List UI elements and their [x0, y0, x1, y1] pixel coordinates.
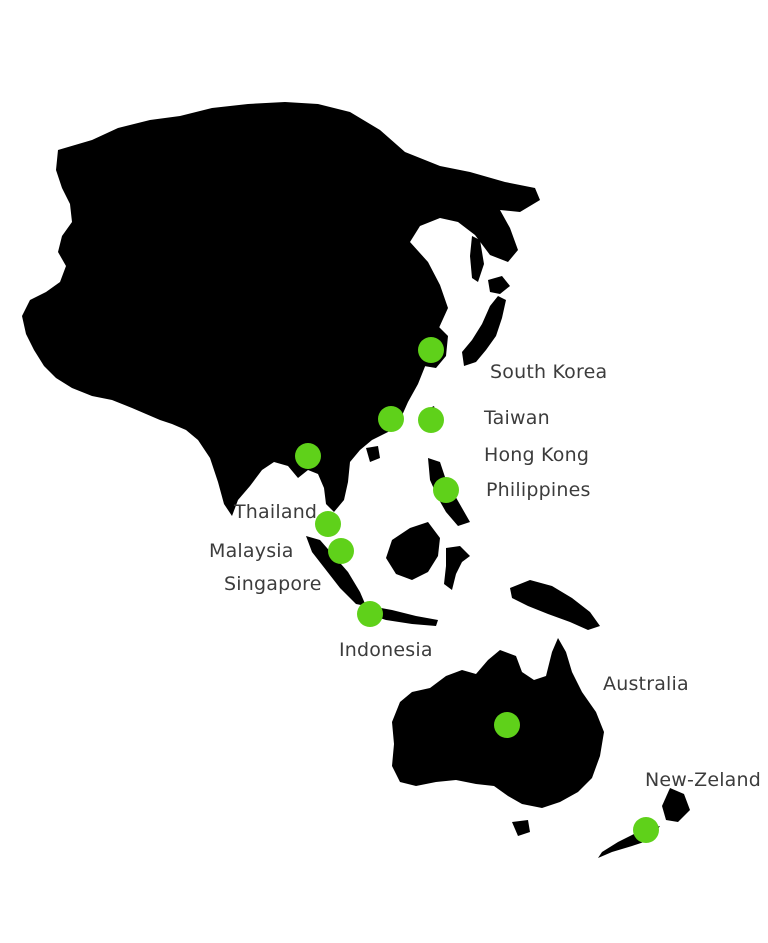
new-guinea-shape [510, 580, 600, 630]
tasmania-shape [512, 820, 530, 836]
label-south-korea: South Korea [490, 361, 607, 383]
new-zealand-north-shape [662, 788, 690, 822]
marker-hong-kong[interactable] [378, 406, 404, 432]
label-new-zeland: New-Zeland [645, 769, 761, 791]
japan-shape [462, 296, 506, 366]
sumatra-shape [306, 536, 366, 606]
marker-philippines[interactable] [433, 477, 459, 503]
asia-mainland-shape [22, 102, 540, 516]
label-australia: Australia [603, 673, 689, 695]
marker-malaysia[interactable] [315, 511, 341, 537]
marker-australia[interactable] [494, 712, 520, 738]
label-hong-kong: Hong Kong [484, 444, 589, 466]
sakhalin-shape [470, 236, 484, 282]
java-shape [368, 606, 438, 626]
marker-taiwan[interactable] [418, 407, 444, 433]
marker-singapore[interactable] [328, 538, 354, 564]
label-singapore: Singapore [224, 573, 322, 595]
label-malaysia: Malaysia [209, 540, 294, 562]
marker-thailand[interactable] [295, 443, 321, 469]
marker-south-korea[interactable] [418, 337, 444, 363]
label-thailand: Thailand [233, 501, 317, 523]
hainan-shape [366, 446, 380, 462]
marker-indonesia[interactable] [357, 601, 383, 627]
hokkaido-shape [488, 276, 510, 294]
label-taiwan: Taiwan [483, 407, 550, 429]
label-indonesia: Indonesia [339, 639, 433, 661]
sulawesi-shape [444, 546, 470, 590]
label-philippines: Philippines [486, 479, 591, 501]
borneo-shape [386, 522, 440, 580]
marker-new-zeland[interactable] [633, 817, 659, 843]
